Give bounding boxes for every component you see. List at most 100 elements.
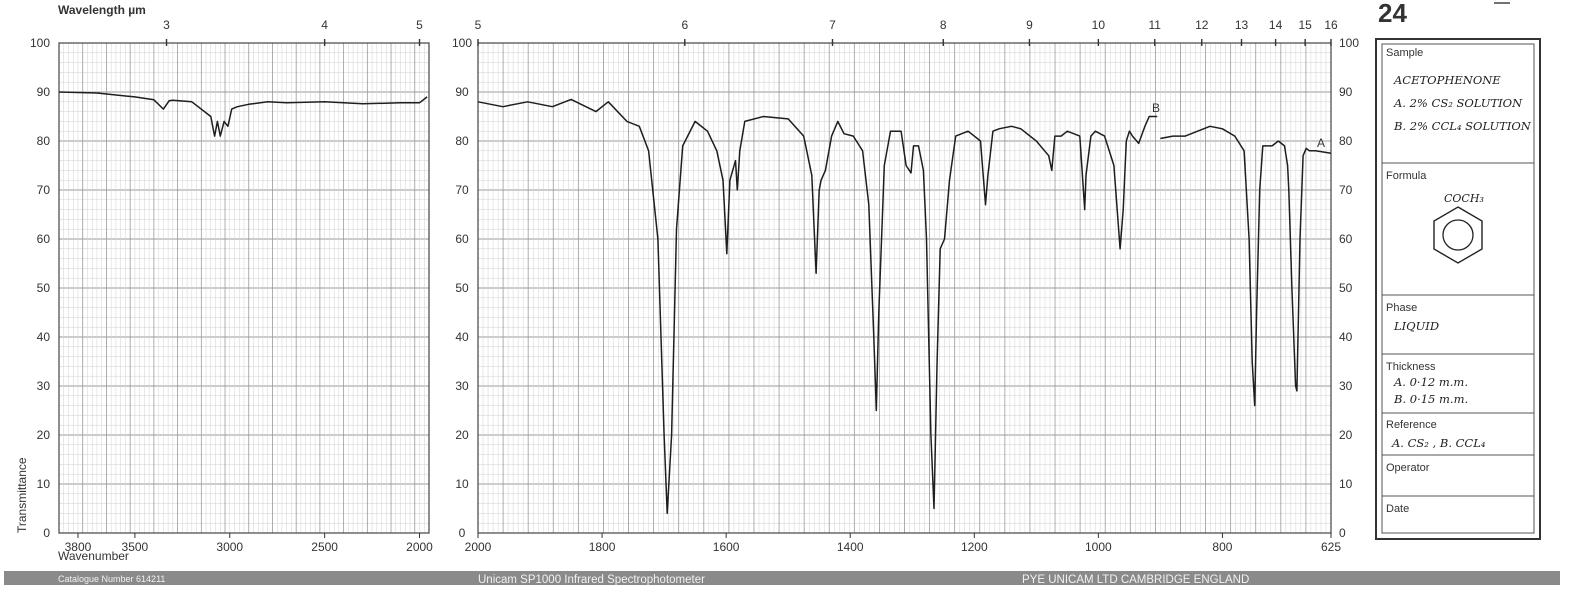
- formula-text: COCH₃: [1444, 192, 1484, 205]
- date-label: Date: [1386, 503, 1409, 515]
- x-tick-label: 2000: [406, 540, 433, 554]
- y-tick-label: 100: [30, 36, 50, 50]
- info-box: Sample ACETOPHENONE A. 2% CS₂ SOLUTION B…: [1375, 38, 1541, 540]
- y-tick-label: 20: [1339, 428, 1353, 442]
- curve-label-a: A: [1317, 136, 1325, 150]
- wavelength-tick-label: 4: [321, 18, 328, 32]
- y-tick-label: 80: [37, 134, 51, 148]
- sample-line-2: A. 2% CS₂ SOLUTION: [1393, 96, 1523, 110]
- formula-label: Formula: [1386, 170, 1427, 182]
- right-plot-frame: [477, 42, 1332, 534]
- x-tick-label: 800: [1212, 540, 1232, 554]
- sample-line-1: ACETOPHENONE: [1393, 73, 1501, 87]
- footer-catalogue: Catalogue Number 614211: [58, 574, 165, 584]
- phase-label: Phase: [1386, 302, 1417, 314]
- y-tick-label: 20: [455, 428, 469, 442]
- wavelength-tick-label: 5: [475, 18, 482, 32]
- x-tick-label: 1400: [837, 540, 864, 554]
- y-tick-label: 80: [455, 134, 469, 148]
- chart-number: 24: [1378, 0, 1407, 28]
- sample-line-3: B. 2% CCL₄ SOLUTION: [1393, 119, 1532, 133]
- y-tick-label: 0: [459, 526, 466, 540]
- y-tick-label: 50: [455, 281, 469, 295]
- wavelength-tick-label: 8: [940, 18, 947, 32]
- phase-value: LIQUID: [1393, 319, 1439, 333]
- y-tick-label: 60: [37, 232, 51, 246]
- thickness-label: Thickness: [1386, 361, 1436, 373]
- right-curves: [477, 98, 1332, 515]
- footer-instrument: Unicam SP1000 Infrared Spectrophotometer: [478, 574, 705, 586]
- x-tick-label: 3500: [122, 540, 149, 554]
- curve-label-b: B: [1152, 101, 1160, 115]
- y-tick-label: 40: [455, 330, 469, 344]
- wavelength-tick-label: 15: [1298, 18, 1312, 32]
- sample-label: Sample: [1386, 47, 1423, 59]
- x-tick-label: 1200: [961, 540, 988, 554]
- y-tick-label: 20: [37, 428, 51, 442]
- operator-label: Operator: [1386, 462, 1430, 474]
- thickness-line-2: B. 0·15 m.m.: [1393, 392, 1468, 406]
- y-tick-label: 60: [1339, 232, 1353, 246]
- footer-band: [4, 571, 1560, 585]
- y-axis-labels: 0 0 0 10 10 10 20 20 20 30 30 30 40 40 40 50 50 50 60 60 60 7…: [30, 36, 1359, 540]
- wavelength-tick-label: 13: [1235, 18, 1249, 32]
- reference-label: Reference: [1386, 419, 1437, 431]
- left-curves: [58, 91, 428, 137]
- wavelength-tick-label: 14: [1269, 18, 1283, 32]
- spectrum-curve-right-2: [1160, 125, 1332, 407]
- y-tick-label: 10: [37, 477, 51, 491]
- y-tick-label: 50: [37, 281, 51, 295]
- left-ticks: 3800 3500 3000 2500 2000 3 4 5: [65, 18, 434, 554]
- wavelength-tick-label: 16: [1324, 18, 1338, 32]
- footer-maker: PYE UNICAM LTD CAMBRIDGE ENGLAND: [1022, 574, 1249, 586]
- y-tick-label: 30: [1339, 379, 1353, 393]
- wavelength-tick-label: 9: [1026, 18, 1033, 32]
- spectrum-curve-right-1: [477, 98, 1158, 515]
- y-tick-label: 90: [37, 85, 51, 99]
- x-tick-label: 1600: [713, 540, 740, 554]
- benzene-ring-icon: [1433, 206, 1483, 264]
- reference-value: A. CS₂ , B. CCL₄: [1391, 436, 1486, 450]
- y-tick-label: 90: [455, 85, 469, 99]
- right-ticks: 2000 1800 1600 1400 1200 1000 800 625 5 6 7 8 9 10 11 1…: [465, 18, 1342, 554]
- x-tick-label: 3800: [65, 540, 92, 554]
- y-tick-label: 80: [1339, 134, 1353, 148]
- x-tick-label: 2500: [311, 540, 338, 554]
- y-tick-label: 70: [37, 183, 51, 197]
- y-tick-label: 60: [455, 232, 469, 246]
- spectrum-curve-left-1: [58, 91, 428, 137]
- wavelength-tick-label: 6: [681, 18, 688, 32]
- wavelength-tick-label: 7: [829, 18, 836, 32]
- y-tick-label: 50: [1339, 281, 1353, 295]
- top-axis-label: Wavelength µm: [58, 3, 146, 17]
- x-tick-label: 3000: [216, 540, 243, 554]
- y-tick-label: 10: [1339, 477, 1353, 491]
- y-tick-label: 100: [452, 36, 472, 50]
- x-tick-label: 625: [1321, 540, 1341, 554]
- right-grid: [478, 43, 1331, 533]
- y-tick-label: 30: [37, 379, 51, 393]
- x-axis-title: Wavenumber: [58, 549, 129, 563]
- y-tick-label: 0: [1339, 526, 1346, 540]
- wavelength-tick-label: 10: [1092, 18, 1106, 32]
- x-tick-label: 1000: [1085, 540, 1112, 554]
- wavelength-tick-label: 12: [1195, 18, 1209, 32]
- x-tick-label: 1800: [589, 540, 616, 554]
- y-tick-label: 90: [1339, 85, 1353, 99]
- y-tick-label: 70: [1339, 183, 1353, 197]
- y-tick-label: 70: [455, 183, 469, 197]
- y-tick-label: 40: [37, 330, 51, 344]
- y-tick-label: 40: [1339, 330, 1353, 344]
- left-grid: [59, 43, 429, 533]
- wavelength-tick-label: 11: [1149, 18, 1162, 32]
- left-plot-frame: [58, 42, 430, 534]
- y-axis-title: Transmittance: [15, 457, 29, 533]
- y-tick-label: 30: [455, 379, 469, 393]
- wavelength-tick-label: 5: [416, 18, 423, 32]
- thickness-line-1: A. 0·12 m.m.: [1393, 375, 1468, 389]
- y-tick-label: 100: [1339, 36, 1359, 50]
- y-tick-label: 0: [43, 526, 50, 540]
- x-tick-label: 2000: [465, 540, 492, 554]
- y-tick-label: 10: [455, 477, 469, 491]
